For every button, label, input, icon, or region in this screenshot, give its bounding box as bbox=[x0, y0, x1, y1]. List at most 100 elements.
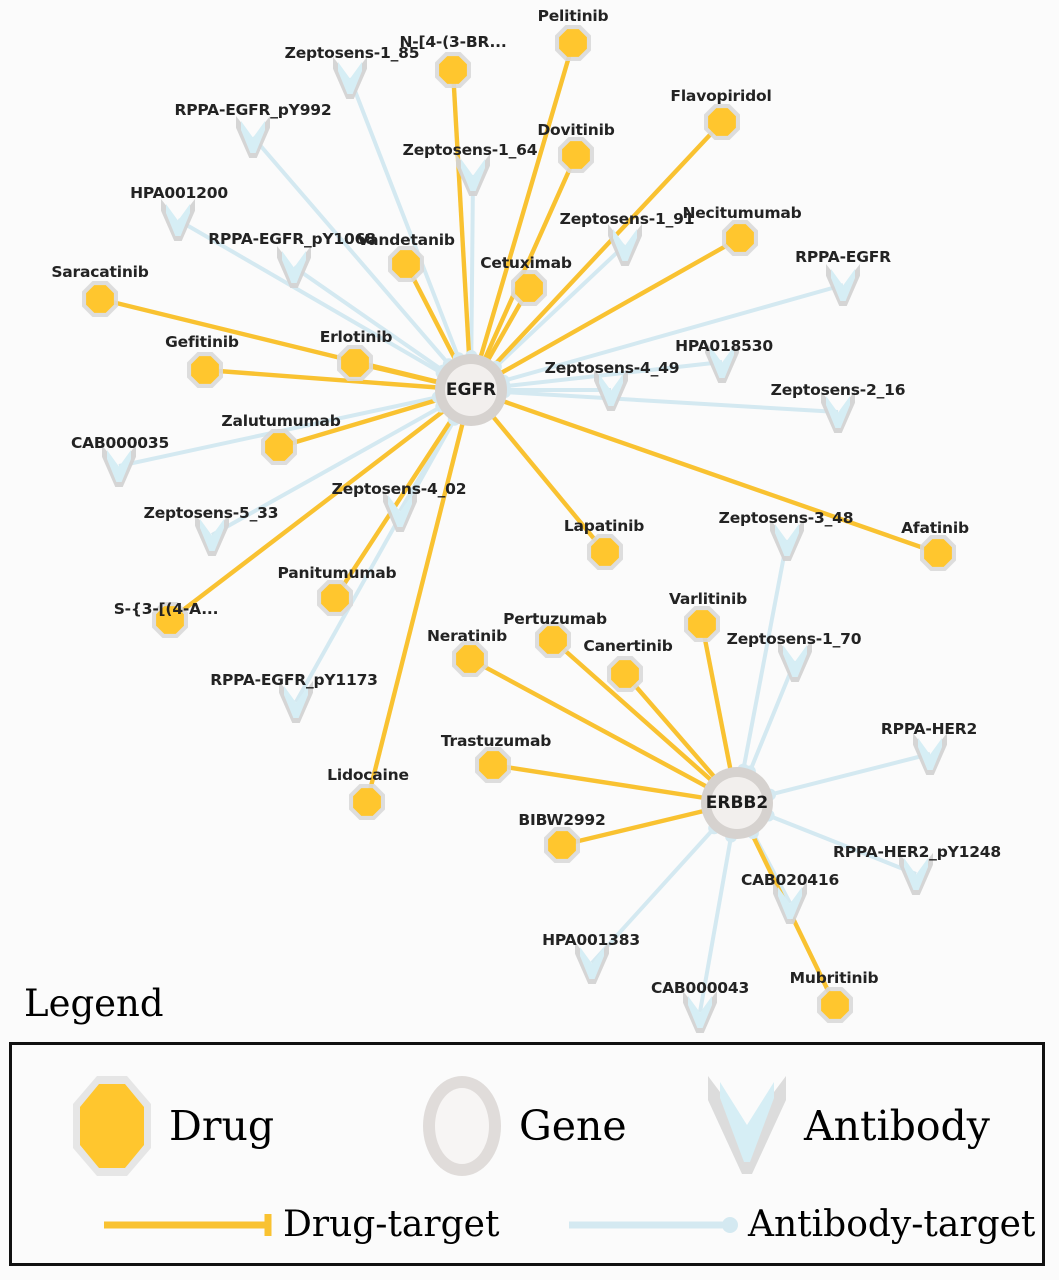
antibody-node bbox=[277, 246, 311, 288]
drug-node-label: Necitumumab bbox=[682, 204, 802, 222]
antibody-node-label: Zeptosens-3_48 bbox=[718, 509, 854, 527]
legend-item-antibody: Antibody bbox=[702, 1070, 990, 1182]
antibody-target-edge bbox=[176, 218, 473, 392]
drug-node bbox=[684, 606, 720, 642]
drug-node bbox=[704, 104, 740, 140]
nodes-layer bbox=[82, 25, 956, 1033]
drug-node-label: S-{3-[(4-A... bbox=[113, 600, 219, 618]
gene-node bbox=[701, 767, 773, 839]
drug-node bbox=[587, 534, 623, 570]
antibody-target-edge bbox=[470, 388, 839, 414]
drug-node-label: BIBW2992 bbox=[518, 811, 606, 829]
drug-node bbox=[261, 429, 297, 465]
antibody-node-label: Zeptosens-4_49 bbox=[544, 359, 680, 377]
antibody-node bbox=[608, 224, 642, 266]
drug-node bbox=[152, 602, 188, 638]
antibody-node bbox=[456, 154, 490, 196]
drug-node-label: Saracatinib bbox=[51, 263, 149, 281]
antibody-node-label: CAB000035 bbox=[70, 434, 170, 452]
drug-node bbox=[607, 656, 643, 692]
antibody-node-label: HPA018530 bbox=[675, 337, 773, 355]
gene-node bbox=[435, 354, 507, 426]
drug-node bbox=[452, 641, 488, 677]
legend-label-antibody-target: Antibody-target bbox=[748, 1204, 1036, 1245]
drug-node bbox=[82, 281, 118, 317]
drug-node bbox=[555, 25, 591, 61]
antibody-node bbox=[773, 882, 807, 924]
drug-node-label: Afatinib bbox=[901, 519, 969, 537]
drug-node-label: Neratinib bbox=[427, 627, 507, 645]
drug-target-edge bbox=[551, 638, 739, 805]
drug-target-edge bbox=[468, 42, 576, 391]
antibody-target-edge bbox=[211, 388, 472, 537]
antibody-target-edge-icon bbox=[569, 1217, 738, 1233]
antibody-node-label: RPPA-HER2 bbox=[880, 720, 978, 738]
legend-item-drug: Drug bbox=[67, 1070, 274, 1182]
drug-octagon-icon bbox=[73, 1076, 151, 1176]
drug-node bbox=[511, 270, 547, 306]
antibody-target-edge bbox=[735, 539, 789, 804]
antibody-node-label: CAB020416 bbox=[740, 871, 840, 889]
drug-node-label: Panitumumab bbox=[277, 564, 397, 582]
network-graph-canvas: Zeptosens-1_85 RPPA-EGFR_pY992 HPA001200 Ze… bbox=[51, 7, 1001, 1033]
drug-target-edge bbox=[469, 236, 742, 392]
drug-node-label: Cetuximab bbox=[480, 254, 572, 272]
antibody-node bbox=[899, 853, 933, 895]
drug-target-edge bbox=[333, 388, 473, 600]
drug-node bbox=[349, 784, 385, 820]
legend-box: Drug Gene Antibody Drug-target bbox=[9, 1042, 1045, 1266]
antibody-target-edge bbox=[294, 389, 473, 703]
legend-label-drug: Drug bbox=[169, 1101, 275, 1150]
legend-label-antibody: Antibody bbox=[804, 1101, 990, 1150]
drug-node bbox=[544, 827, 580, 863]
antibody-node bbox=[102, 445, 136, 487]
antibody-node bbox=[683, 991, 717, 1033]
antibody-node-label: RPPA-EGFR bbox=[795, 248, 891, 266]
drug-node-label: Zalutumumab bbox=[221, 412, 341, 430]
drug-node bbox=[475, 747, 511, 783]
antibody-node-label: Zeptosens-2_16 bbox=[770, 381, 906, 399]
drug-node-label: Flavopiridol bbox=[670, 87, 772, 105]
legend-item-drug-target: Drug-target bbox=[102, 1207, 499, 1243]
drug-node bbox=[817, 987, 853, 1023]
antibody-node-label: CAB000043 bbox=[650, 979, 750, 997]
antibody-node bbox=[383, 490, 417, 532]
antibody-chevron-icon bbox=[708, 1076, 786, 1174]
antibody-node bbox=[821, 391, 855, 433]
antibody-target-edge bbox=[118, 388, 472, 468]
antibody-node bbox=[770, 519, 804, 561]
antibody-node bbox=[913, 733, 947, 775]
antibody-target-edge bbox=[470, 283, 844, 392]
drug-node bbox=[435, 52, 471, 88]
antibody-node-label: Zeptosens-1_70 bbox=[726, 630, 862, 648]
antibody-node-label: Zeptosens-1_91 bbox=[559, 210, 695, 228]
drug-node bbox=[722, 220, 758, 256]
drug-target-edge bbox=[450, 69, 474, 391]
legend-item-gene: Gene bbox=[417, 1070, 627, 1182]
drug-node-label: Trastuzumab bbox=[440, 732, 552, 750]
legend-title: Legend bbox=[24, 982, 164, 1025]
drug-target-edge bbox=[492, 762, 738, 806]
drug-node bbox=[337, 345, 373, 381]
antibody-node bbox=[161, 199, 195, 241]
antibody-node-label: RPPA-HER2_pY1248 bbox=[833, 843, 1001, 861]
antibody-node-label: RPPA-EGFR_pY1173 bbox=[210, 671, 378, 689]
drug-node bbox=[558, 137, 594, 173]
drug-node-label: Pertuzumab bbox=[503, 610, 607, 628]
antibody-node bbox=[279, 681, 313, 723]
antibody-node bbox=[236, 116, 270, 158]
antibody-node-label: Zeptosens-1_85 bbox=[284, 44, 420, 62]
antibody-node bbox=[826, 264, 860, 306]
antibody-node bbox=[575, 942, 609, 984]
antibody-node bbox=[705, 341, 739, 383]
drug-target-edge bbox=[364, 389, 474, 803]
drug-target-edge-icon bbox=[104, 1214, 272, 1236]
drug-node-label: Pelitinib bbox=[537, 7, 609, 25]
drug-target-edge bbox=[470, 387, 939, 556]
drug-node bbox=[535, 622, 571, 658]
antibody-node-label: RPPA-EGFR_pY1068 bbox=[208, 230, 376, 248]
network-svg bbox=[82, 25, 956, 1033]
drug-node-label: N-[4-(3-BR... bbox=[399, 33, 507, 51]
antibody-node-label: Zeptosens-4_02 bbox=[331, 480, 467, 498]
drug-node-label: Lapatinib bbox=[563, 517, 645, 535]
